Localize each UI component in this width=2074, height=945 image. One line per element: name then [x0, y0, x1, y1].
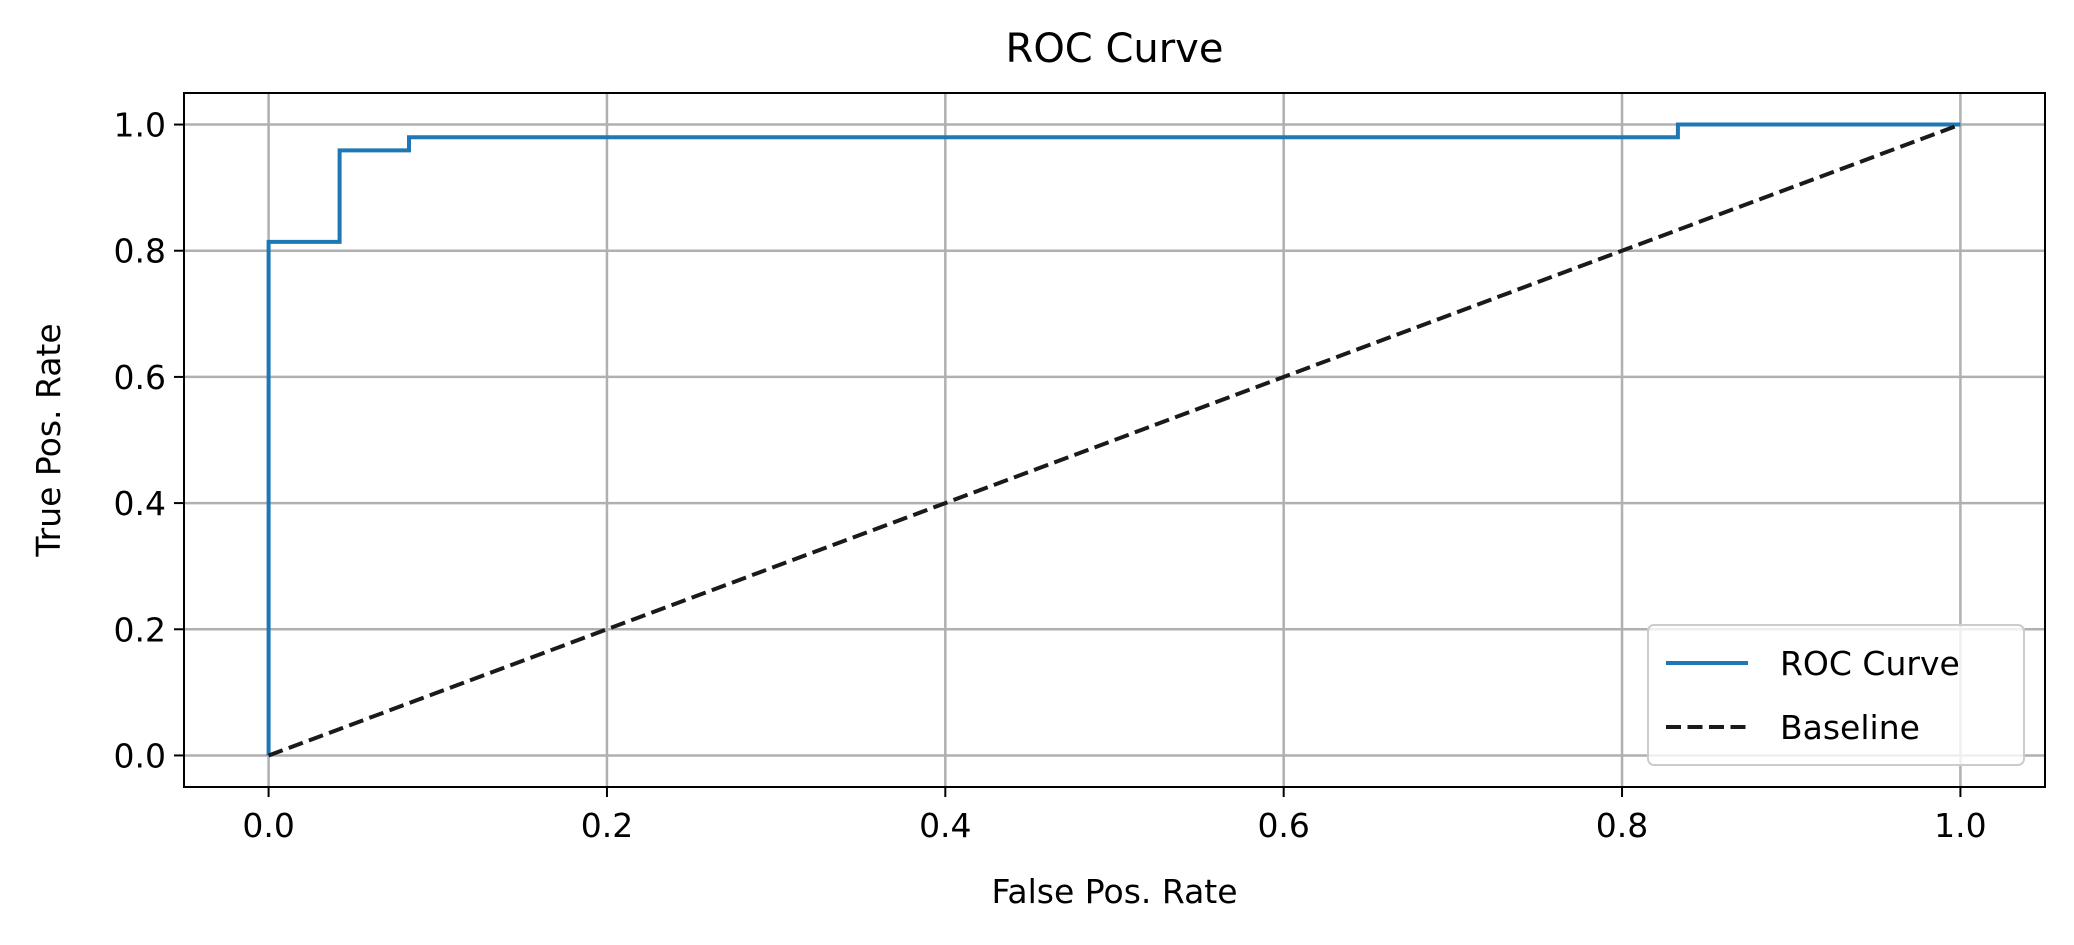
y-tick-label: 0.8 — [114, 232, 166, 271]
x-tick-label: 0.6 — [1257, 806, 1309, 845]
x-tick-label: 1.0 — [1934, 806, 1986, 845]
roc-curve-line — [266, 122, 1961, 756]
y-tick-label: 1.0 — [114, 106, 166, 145]
legend: ROC Curve Baseline — [1647, 624, 2025, 766]
y-tick-label: 0.4 — [114, 484, 166, 523]
y-tick-label: 0.6 — [114, 358, 166, 397]
legend-entry-label: Baseline — [1780, 708, 1920, 747]
x-tick-label: 0.0 — [242, 806, 294, 845]
chart-title: ROC Curve — [1006, 26, 1224, 72]
y-tick-label: 0.2 — [114, 610, 166, 649]
legend-entry-label: ROC Curve — [1780, 644, 1960, 683]
x-tick-label: 0.2 — [581, 806, 633, 845]
grid — [184, 93, 2045, 787]
ticks: 0.0 0.2 0.4 0.6 0.8 1.0 0.0 0.2 0.4 0.6 0.8 1.0 — [114, 106, 1987, 845]
series-layer — [266, 122, 1962, 758]
x-tick-label: 0.8 — [1596, 806, 1648, 845]
plot-frame — [183, 92, 2046, 788]
y-axis-label: True Pos. Rate — [29, 323, 68, 557]
y-tick-label: 0.0 — [114, 736, 166, 775]
x-axis-label: False Pos. Rate — [991, 872, 1237, 911]
legend-box — [1647, 624, 2025, 766]
x-tick-label: 0.4 — [919, 806, 971, 845]
